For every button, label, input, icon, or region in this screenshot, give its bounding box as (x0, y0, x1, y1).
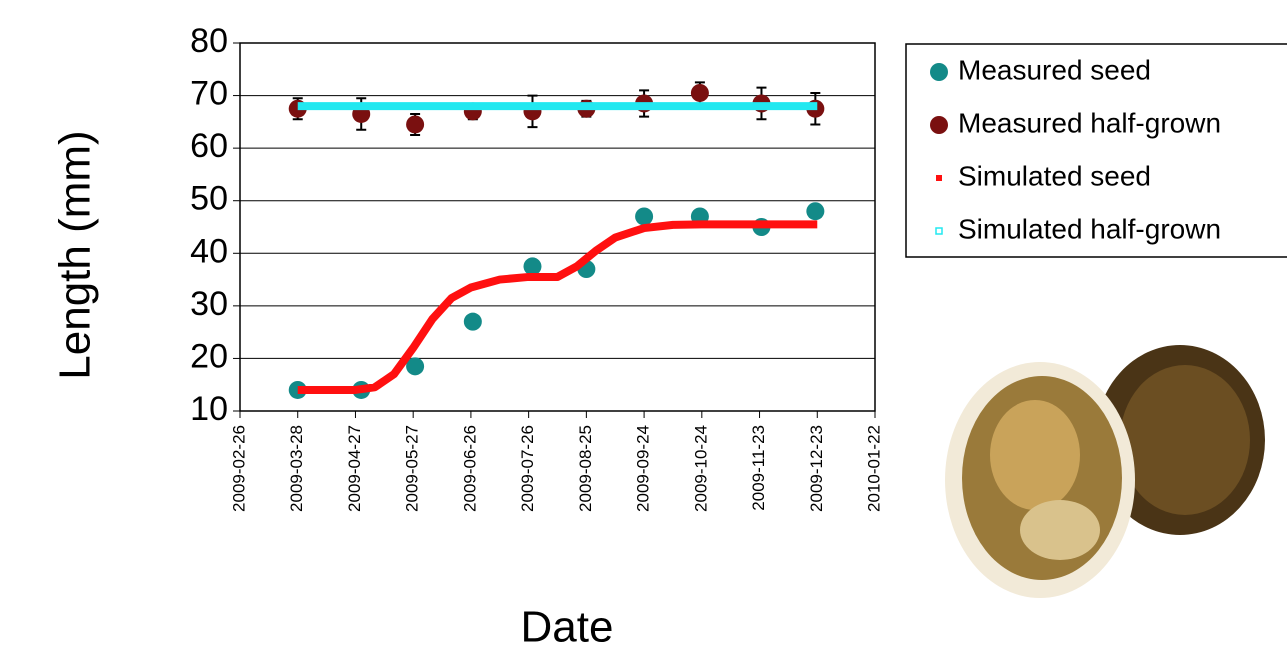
x-tick-label: 2009-03-28 (287, 425, 306, 512)
legend-marker (936, 228, 942, 234)
data-point (806, 202, 824, 220)
legend-label: Measured seed (958, 54, 1151, 85)
legend-label: Simulated seed (958, 160, 1151, 191)
oyster-illustration (945, 345, 1265, 598)
x-tick-label: 2009-09-24 (634, 425, 653, 512)
legend-marker (930, 116, 948, 134)
x-tick-label: 2009-12-23 (807, 425, 826, 512)
y-tick-label: 70 (190, 75, 228, 113)
data-point (464, 313, 482, 331)
data-point (406, 115, 424, 133)
y-tick-label: 40 (190, 232, 228, 270)
x-tick-label: 2009-08-25 (576, 425, 595, 512)
legend-label: Measured half-grown (958, 107, 1221, 138)
chart: Date Length (mm) 10 20 30 40 50 60 70 80 2009-02… (0, 0, 1287, 654)
x-tick-label: 2009-10-24 (691, 425, 710, 512)
legend-marker (936, 175, 942, 181)
y-tick-label: 20 (190, 337, 228, 375)
x-tick-label: 2009-07-26 (518, 425, 537, 512)
x-tick-label: 2009-04-27 (345, 425, 364, 512)
y-tick-label: 30 (190, 285, 228, 323)
x-axis-label: Date (521, 603, 614, 652)
data-point (523, 257, 541, 275)
y-tick-label: 10 (190, 390, 228, 428)
x-tick-label: 2009-06-26 (460, 425, 479, 512)
data-point (691, 84, 709, 102)
y-axis-label: Length (mm) (51, 130, 100, 379)
x-tick-label: 2009-05-27 (403, 425, 422, 512)
y-tick-label: 50 (190, 180, 228, 218)
x-tick-label: 2009-02-26 (229, 425, 248, 512)
x-tick-label: 2009-11-23 (749, 425, 768, 511)
legend-label: Simulated half-grown (958, 213, 1221, 244)
y-tick-label: 80 (190, 22, 228, 60)
data-point (635, 207, 653, 225)
legend-marker (930, 63, 948, 81)
y-tick-label: 60 (190, 127, 228, 165)
x-tick-label: 2010-01-22 (864, 425, 883, 512)
